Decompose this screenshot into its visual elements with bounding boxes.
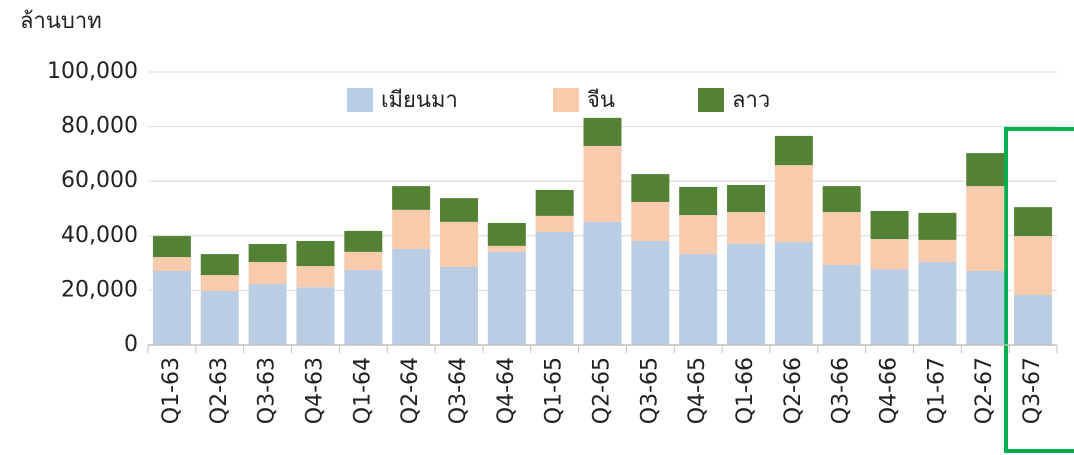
bar-segment (392, 248, 431, 345)
y-tick-label: 60,000 (61, 168, 138, 193)
highlight-box (1004, 127, 1074, 453)
bar-segment (918, 262, 957, 345)
legend-label: เมียนมา (381, 88, 458, 113)
bar-segment (439, 198, 478, 222)
bar-segment (200, 275, 239, 291)
bar-segment (152, 271, 191, 345)
bar-segment (727, 243, 766, 345)
bar-segment (822, 212, 861, 266)
bar-segment (344, 230, 383, 252)
bar-segment (727, 212, 766, 244)
x-tick-label: Q1-63 (159, 357, 184, 424)
bar-segment (1014, 295, 1053, 345)
bar-segment (966, 186, 1005, 272)
bar-segment (344, 269, 383, 345)
bar-segment (966, 271, 1005, 345)
bar-segment (248, 284, 287, 345)
bar-segment (1014, 236, 1053, 296)
y-tick-label: 0 (124, 332, 138, 357)
x-tick-label: Q2-64 (398, 357, 423, 424)
bar-segment (583, 145, 622, 222)
x-tick-label: Q1-65 (542, 357, 567, 424)
bar-segment (583, 221, 622, 345)
bar-segment (296, 266, 335, 288)
bar-segment (487, 251, 526, 345)
bar-segment (392, 209, 431, 249)
bar-segment (774, 135, 813, 166)
x-tick-label: Q4-66 (877, 357, 902, 424)
bar-segment (439, 266, 478, 345)
legend-label: จีน (587, 88, 615, 113)
bar-segment (487, 245, 526, 252)
bar-segment (535, 215, 574, 232)
x-tick-label: Q2-67 (972, 357, 997, 424)
bar-segment (1014, 207, 1053, 237)
legend-label: ลาว (732, 88, 770, 113)
bar-segment (583, 117, 622, 146)
bar-segment (631, 240, 670, 345)
bar-segment (727, 185, 766, 213)
legend-swatch (553, 88, 579, 112)
bar-segment (344, 251, 383, 270)
y-tick-label: 40,000 (61, 223, 138, 248)
x-tick-label: Q4-64 (494, 357, 519, 424)
bar-segment (870, 210, 909, 240)
bar-segment (966, 153, 1005, 187)
y-axis-title: ล้านบาท (20, 9, 102, 34)
legend-swatch (347, 88, 373, 112)
bar-segment (822, 186, 861, 213)
x-tick-label: Q1-64 (350, 357, 375, 424)
bar-segment (774, 242, 813, 345)
bar-segment (200, 290, 239, 345)
bar-segment (870, 269, 909, 345)
bar-segment (679, 254, 718, 345)
bar-segment (918, 212, 957, 240)
x-tick-label: Q4-65 (685, 357, 710, 424)
bar-segment (248, 262, 287, 285)
bar-segment (248, 243, 287, 263)
bar-segment (535, 189, 574, 216)
bar-segment (631, 201, 670, 241)
y-tick-label: 80,000 (61, 114, 138, 139)
bar-segment (631, 174, 670, 202)
bar-segment (679, 215, 718, 255)
x-tick-label: Q3-65 (637, 357, 662, 424)
bar-segment (392, 186, 431, 210)
bar-segment (296, 240, 335, 267)
bar-segment (439, 221, 478, 267)
x-tick-label: Q3-64 (446, 357, 471, 424)
y-tick-label: 100,000 (47, 59, 138, 84)
bar-segment (152, 236, 191, 258)
bar-segment (918, 239, 957, 263)
x-tick-label: Q1-67 (924, 357, 949, 424)
x-tick-label: Q3-66 (829, 357, 854, 424)
bar-segment (774, 165, 813, 243)
bar-segment (487, 222, 526, 246)
x-tick-label: Q2-66 (781, 357, 806, 424)
bar-segment (200, 254, 239, 276)
x-tick-label: Q3-63 (255, 357, 280, 424)
y-tick-label: 20,000 (61, 277, 138, 302)
bar-segment (152, 257, 191, 272)
bar-segment (679, 186, 718, 216)
x-tick-label: Q2-65 (590, 357, 615, 424)
x-tick-label: Q1-66 (733, 357, 758, 424)
bar-segment (822, 265, 861, 345)
bar-segment (870, 239, 909, 270)
legend-swatch (698, 88, 724, 112)
bar-segment (296, 287, 335, 345)
bar-segment (535, 231, 574, 345)
x-tick-label: Q2-63 (207, 357, 232, 424)
x-tick-label: Q4-63 (302, 357, 327, 424)
x-tick-label: Q3-67 (1020, 357, 1045, 424)
